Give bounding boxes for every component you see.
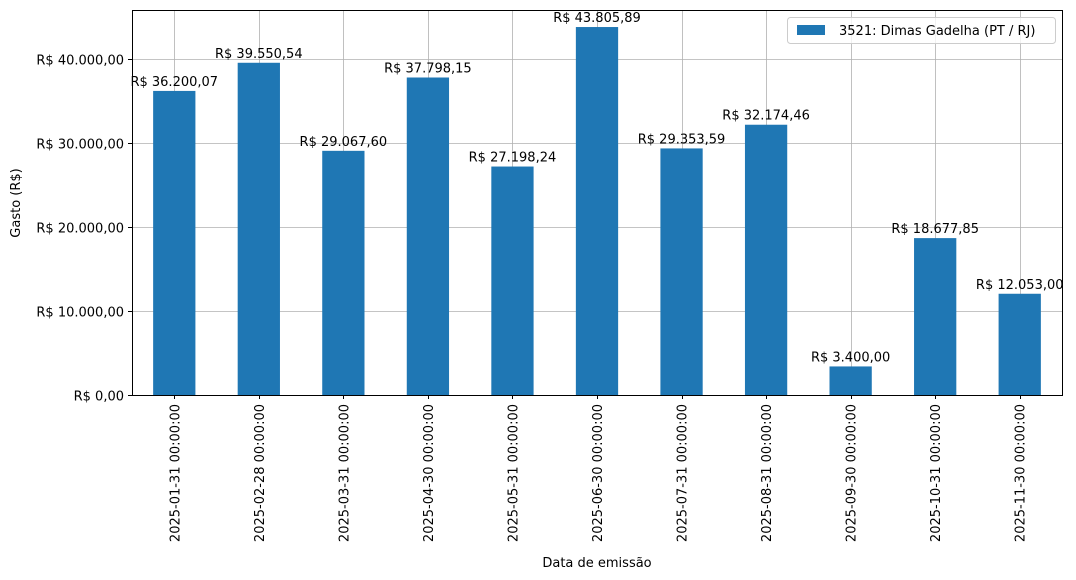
- bar-value-label: R$ 12.053,00: [976, 278, 1064, 293]
- x-tick-label: 2025-09-30 00:00:00: [845, 404, 860, 542]
- legend-label: 3521: Dimas Gadelha (PT / RJ): [839, 24, 1035, 39]
- bar-value-label: R$ 29.353,59: [638, 132, 726, 147]
- bar: [660, 148, 703, 395]
- bar-value-label: R$ 32.174,46: [722, 109, 810, 124]
- legend-frame: [787, 17, 1056, 44]
- bar-value-labels: R$ 36.200,07 R$ 39.550,54 R$ 29.067,60 R$ 3…: [130, 11, 1063, 365]
- bars: [153, 27, 1041, 396]
- x-tick-label: 2025-03-31 00:00:00: [337, 404, 352, 542]
- y-tick-label: R$ 10.000,00: [36, 306, 124, 321]
- y-tick-label: R$ 30.000,00: [36, 138, 124, 153]
- bar: [575, 27, 619, 396]
- x-tick-label: 2025-05-31 00:00:00: [506, 404, 521, 542]
- x-tick-label: 2025-02-28 00:00:00: [253, 404, 268, 542]
- x-tick-label: 2025-11-30 00:00:00: [1014, 404, 1029, 542]
- bar: [744, 124, 788, 396]
- y-axis-label: Gasto (R$): [9, 168, 24, 237]
- bar: [322, 150, 365, 395]
- y-tick-label: R$ 40.000,00: [36, 54, 124, 69]
- y-tick-label: R$ 20.000,00: [36, 222, 124, 237]
- x-tick-label: 2025-07-31 00:00:00: [676, 404, 691, 542]
- x-tick-label: 2025-08-31 00:00:00: [760, 404, 775, 542]
- bar-value-label: R$ 39.550,54: [215, 47, 303, 62]
- bar: [829, 366, 872, 395]
- bar-value-label: R$ 43.805,89: [553, 11, 641, 26]
- x-axis-label: Data de emissão: [542, 556, 651, 571]
- bar: [914, 238, 957, 395]
- bar: [491, 166, 534, 395]
- bar-value-label: R$ 29.067,60: [300, 135, 388, 150]
- bar-value-label: R$ 37.798,15: [384, 61, 472, 76]
- y-tick-label: R$ 0,00: [74, 390, 124, 405]
- legend-swatch: [797, 25, 825, 35]
- legend: 3521: Dimas Gadelha (PT / RJ): [787, 17, 1056, 44]
- x-tick-label: 2025-06-30 00:00:00: [591, 404, 606, 542]
- bar-value-label: R$ 27.198,24: [469, 151, 557, 166]
- bar: [153, 90, 196, 396]
- y-axis: R$ 0,00 R$ 10.000,00 R$ 20.000,00 R$ 30.000…: [36, 54, 132, 405]
- bar-value-label: R$ 36.200,07: [130, 75, 218, 90]
- x-tick-label: 2025-01-31 00:00:00: [168, 404, 183, 542]
- x-axis: 2025-01-31 00:00:00 2025-02-28 00:00:00 20…: [168, 395, 1029, 542]
- x-tick-label: 2025-10-31 00:00:00: [929, 404, 944, 542]
- bar: [237, 62, 280, 396]
- bar: [406, 77, 450, 395]
- bar-value-label: R$ 3.400,00: [811, 350, 890, 365]
- bar-value-label: R$ 18.677,85: [891, 222, 979, 237]
- bar: [998, 293, 1041, 395]
- x-tick-label: 2025-04-30 00:00:00: [422, 404, 437, 542]
